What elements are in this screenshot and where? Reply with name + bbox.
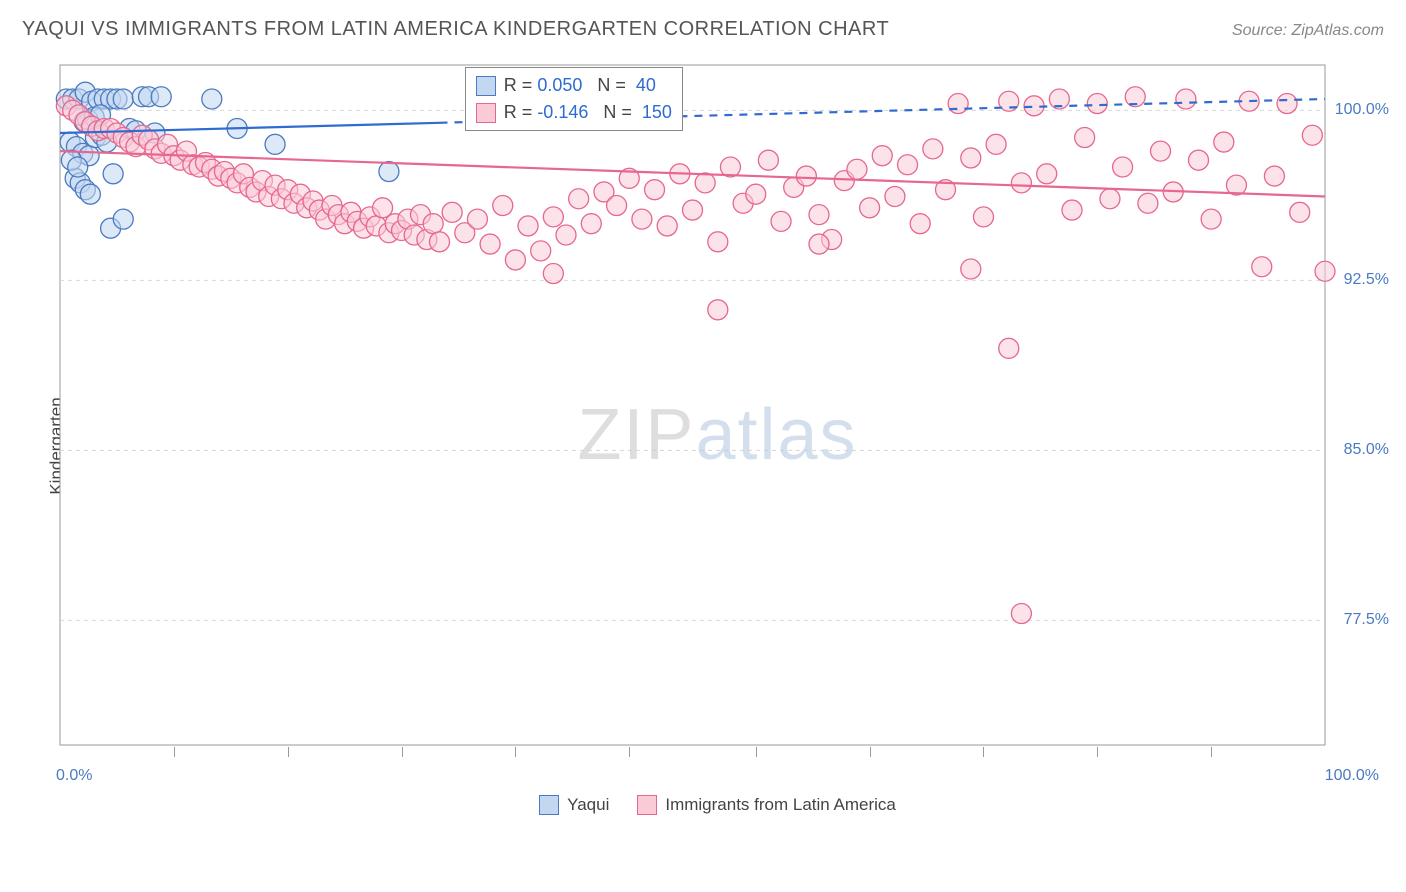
y-tick-label: 100.0%	[1331, 101, 1389, 119]
legend-label: Immigrants from Latin America	[665, 795, 896, 815]
x-minor-tick	[756, 747, 757, 757]
swatch-yaqui	[476, 76, 496, 96]
swatch-latam	[476, 103, 496, 123]
chart-title: YAQUI VS IMMIGRANTS FROM LATIN AMERICA K…	[22, 18, 889, 41]
legend-label: Yaqui	[567, 795, 609, 815]
legend: Yaqui Immigrants from Latin America	[50, 785, 1385, 815]
source-attribution: Source: ZipAtlas.com	[1232, 22, 1384, 40]
x-minor-tick	[288, 747, 289, 757]
chart-area: ZIPatlas R = 0.050 N = 40R = -0.146 N = …	[50, 55, 1385, 815]
legend-swatch	[539, 795, 559, 815]
x-minor-tick	[402, 747, 403, 757]
corr-row-latam: R = -0.146 N = 150	[476, 99, 672, 126]
x-minor-tick	[629, 747, 630, 757]
scatter-chart	[50, 55, 1385, 815]
x-minor-tick	[1211, 747, 1212, 757]
legend-item: Immigrants from Latin America	[637, 795, 896, 815]
x-tick-min: 0.0%	[56, 767, 92, 785]
y-tick-label: 77.5%	[1340, 611, 1389, 629]
corr-row-yaqui: R = 0.050 N = 40	[476, 72, 672, 99]
legend-swatch	[637, 795, 657, 815]
x-minor-tick	[174, 747, 175, 757]
x-minor-tick	[870, 747, 871, 757]
legend-item: Yaqui	[539, 795, 609, 815]
x-tick-max: 100.0%	[1325, 767, 1379, 785]
x-minor-tick	[983, 747, 984, 757]
y-tick-label: 92.5%	[1340, 271, 1389, 289]
x-minor-tick	[515, 747, 516, 757]
correlation-stats-box: R = 0.050 N = 40R = -0.146 N = 150	[465, 67, 683, 131]
x-minor-tick	[1097, 747, 1098, 757]
y-tick-label: 85.0%	[1340, 441, 1389, 459]
